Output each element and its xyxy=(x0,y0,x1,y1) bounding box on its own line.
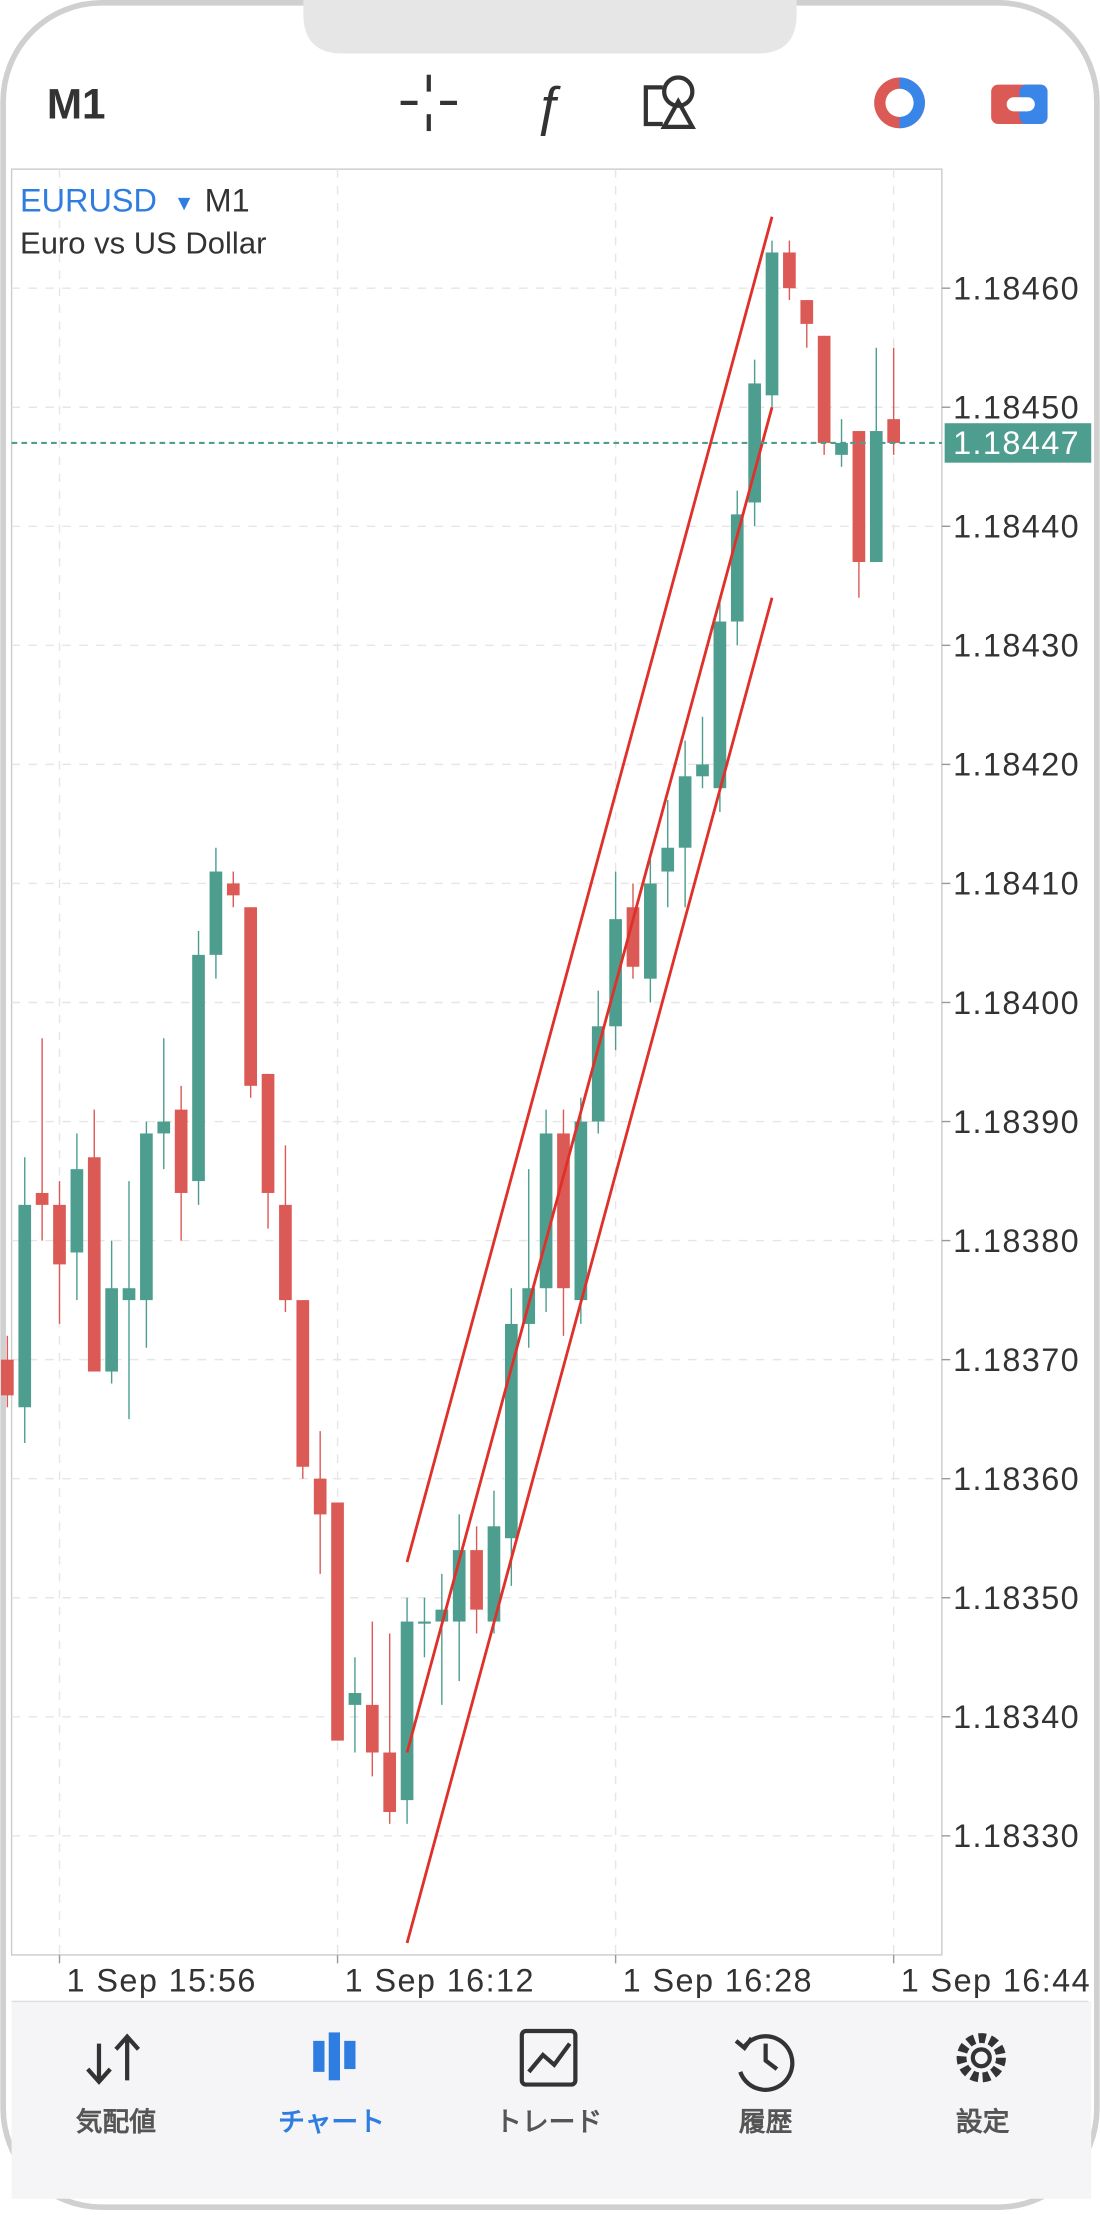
candle-body xyxy=(226,883,240,896)
candle-body xyxy=(713,621,727,789)
candle-body xyxy=(1,1359,14,1396)
tab-bar xyxy=(11,2001,1092,2199)
candle-body xyxy=(157,1121,171,1134)
crosshair-icon[interactable] xyxy=(400,74,457,132)
objects-icon[interactable] xyxy=(643,75,696,129)
trade-tab-icon[interactable] xyxy=(519,2028,578,2087)
tab-label[interactable]: 設定 xyxy=(956,2106,1010,2137)
candle-body xyxy=(279,1204,292,1301)
trend-channel-line xyxy=(405,216,774,1563)
period-icon[interactable] xyxy=(874,77,925,129)
y-tick-label: 1.18360 xyxy=(953,1461,1080,1497)
symbol-selector[interactable]: EURUSD xyxy=(20,182,157,218)
candle-body xyxy=(817,335,831,443)
candle-body xyxy=(765,252,779,396)
candle-body xyxy=(365,1704,379,1753)
candle-body xyxy=(852,431,866,562)
y-tick-label: 1.18400 xyxy=(953,985,1080,1021)
candle-body xyxy=(313,1478,327,1515)
candle-body xyxy=(192,954,205,1182)
trade-icon[interactable] xyxy=(991,84,1048,125)
candle-body xyxy=(348,1692,362,1705)
candle-body xyxy=(644,883,657,979)
candle-body xyxy=(244,907,258,1086)
candle-body xyxy=(383,1752,397,1813)
candle-body xyxy=(435,1609,449,1622)
candle-body xyxy=(730,514,744,622)
candle-body xyxy=(87,1157,101,1372)
timeframe-button[interactable]: M1 xyxy=(47,80,106,127)
tab-label[interactable]: トレード xyxy=(495,2107,602,2137)
plot-frame xyxy=(10,168,943,1956)
y-tick-label: 1.18390 xyxy=(953,1104,1080,1140)
y-tick-label: 1.18380 xyxy=(953,1223,1080,1259)
candle-body xyxy=(53,1204,66,1265)
candle-body xyxy=(209,871,223,955)
candle-body xyxy=(626,907,640,967)
candle-body xyxy=(574,1121,588,1301)
last-price-box xyxy=(944,423,1092,463)
candle-body xyxy=(400,1621,414,1801)
candle-body xyxy=(869,431,883,562)
y-tick-label: 1.18330 xyxy=(953,1818,1080,1854)
candle-body xyxy=(261,1073,275,1193)
y-tick-label: 1.18370 xyxy=(953,1342,1080,1378)
last-price-label: 1.18447 xyxy=(953,425,1080,461)
candle-body xyxy=(557,1133,570,1289)
symbol-description: Euro vs US Dollar xyxy=(20,226,266,261)
candle-body xyxy=(122,1288,136,1301)
candle-body xyxy=(331,1502,344,1741)
candle-body xyxy=(591,1026,605,1122)
plot-area xyxy=(1,169,942,1955)
tab-label[interactable]: チャート xyxy=(278,2107,385,2137)
y-tick-label: 1.18350 xyxy=(953,1580,1080,1616)
x-tick-label: 1 Sep 16:28 xyxy=(623,1963,813,1999)
candle-body xyxy=(800,300,814,324)
tab-label[interactable]: 履歴 xyxy=(739,2107,793,2137)
candle-body xyxy=(835,442,848,455)
candle-body xyxy=(487,1526,501,1622)
candle-body xyxy=(783,252,796,289)
notch xyxy=(303,0,797,54)
candle-body xyxy=(887,419,901,443)
candle-body xyxy=(174,1109,188,1193)
y-tick-label: 1.18340 xyxy=(953,1699,1080,1735)
candle-body xyxy=(678,776,692,848)
candle-body xyxy=(18,1204,32,1408)
candle-body xyxy=(140,1133,153,1301)
tab-label[interactable]: 気配値 xyxy=(76,2106,157,2137)
y-tick-label: 1.18430 xyxy=(953,628,1080,664)
trend-channel-line xyxy=(405,406,774,1753)
candle-body xyxy=(105,1288,118,1372)
x-tick-label: 1 Sep 16:44 xyxy=(901,1963,1091,1999)
y-tick-label: 1.18410 xyxy=(953,866,1080,902)
candle-body xyxy=(70,1169,84,1253)
indicator-icon[interactable]: ƒ xyxy=(533,77,563,137)
trend-channel-line xyxy=(405,597,774,1944)
quotes-icon[interactable] xyxy=(86,2033,141,2085)
symbol-dropdown-arrow[interactable]: ▼ xyxy=(174,192,195,215)
chart-icon[interactable] xyxy=(313,2032,356,2081)
candle-body xyxy=(696,764,709,777)
chart-timeframe: M1 xyxy=(205,182,250,218)
candle-body xyxy=(470,1550,483,1610)
y-tick-label: 1.18460 xyxy=(953,270,1080,306)
y-tick-label: 1.18440 xyxy=(953,509,1080,545)
candle-body xyxy=(539,1133,553,1289)
candle-body xyxy=(661,847,675,872)
history-icon[interactable] xyxy=(734,2034,795,2092)
candle-body xyxy=(296,1300,310,1467)
x-tick-label: 1 Sep 15:56 xyxy=(67,1963,257,1999)
candle-body xyxy=(418,1621,431,1624)
x-tick-label: 1 Sep 16:12 xyxy=(345,1963,535,1999)
y-tick-label: 1.18420 xyxy=(953,747,1080,783)
candle-body xyxy=(35,1192,49,1205)
y-tick-label: 1.18450 xyxy=(953,390,1080,426)
